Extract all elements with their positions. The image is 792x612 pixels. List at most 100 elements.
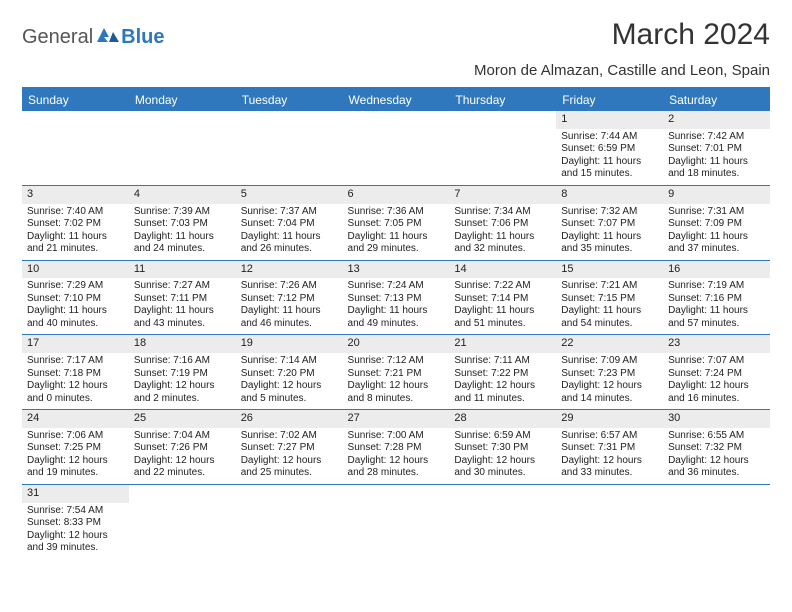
daylight-line: Daylight: 11 hours and 51 minutes. [454,305,551,330]
day-details: Sunrise: 7:21 AMSunset: 7:15 PMDaylight:… [556,278,663,334]
day-details: Sunrise: 7:54 AMSunset: 8:33 PMDaylight:… [22,503,129,559]
day-details: Sunrise: 7:29 AMSunset: 7:10 PMDaylight:… [22,278,129,334]
daylight-line: Daylight: 11 hours and 54 minutes. [561,305,658,330]
sunrise-line: Sunrise: 7:29 AM [27,280,124,293]
daylight-line: Daylight: 11 hours and 21 minutes. [27,231,124,256]
sunset-line: Sunset: 7:09 PM [668,218,765,231]
day-details: Sunrise: 7:00 AMSunset: 7:28 PMDaylight:… [343,428,450,484]
day-number: 22 [556,335,663,353]
day-details: Sunrise: 7:31 AMSunset: 7:09 PMDaylight:… [663,204,770,260]
day-details: Sunrise: 7:39 AMSunset: 7:03 PMDaylight:… [129,204,236,260]
daylight-line: Daylight: 11 hours and 29 minutes. [348,231,445,256]
day-details: Sunrise: 7:32 AMSunset: 7:07 PMDaylight:… [556,204,663,260]
subtitle-row: Moron de Almazan, Castille and Leon, Spa… [22,56,770,79]
sunrise-line: Sunrise: 7:37 AM [241,206,338,219]
day-details: Sunrise: 7:24 AMSunset: 7:13 PMDaylight:… [343,278,450,334]
calendar-day-cell: .... [343,484,450,558]
calendar-day-cell: .... [343,111,450,185]
day-number: 15 [556,261,663,279]
sunrise-line: Sunrise: 7:00 AM [348,430,445,443]
sunset-line: Sunset: 7:16 PM [668,293,765,306]
daylight-line: Daylight: 11 hours and 32 minutes. [454,231,551,256]
day-details: Sunrise: 7:27 AMSunset: 7:11 PMDaylight:… [129,278,236,334]
sunrise-line: Sunrise: 7:26 AM [241,280,338,293]
day-number: 28 [449,410,556,428]
day-details: Sunrise: 7:11 AMSunset: 7:22 PMDaylight:… [449,353,556,409]
day-number: 31 [22,485,129,503]
day-details: Sunrise: 7:37 AMSunset: 7:04 PMDaylight:… [236,204,343,260]
day-details: Sunrise: 7:34 AMSunset: 7:06 PMDaylight:… [449,204,556,260]
sunrise-line: Sunrise: 7:24 AM [348,280,445,293]
weekday-header: Sunday [22,88,129,111]
sunset-line: Sunset: 7:26 PM [134,442,231,455]
sunrise-line: Sunrise: 7:04 AM [134,430,231,443]
daylight-line: Daylight: 11 hours and 18 minutes. [668,156,765,181]
sunset-line: Sunset: 7:19 PM [134,368,231,381]
sunset-line: Sunset: 7:31 PM [561,442,658,455]
sunset-line: Sunset: 7:11 PM [134,293,231,306]
calendar-week-row: 24Sunrise: 7:06 AMSunset: 7:25 PMDayligh… [22,410,770,485]
calendar-page: General Blue March 2024 Moron de Almazan… [0,0,792,569]
calendar-day-cell: 1Sunrise: 7:44 AMSunset: 6:59 PMDaylight… [556,111,663,185]
day-number: 14 [449,261,556,279]
calendar-day-cell: 22Sunrise: 7:09 AMSunset: 7:23 PMDayligh… [556,335,663,410]
sunset-line: Sunset: 7:14 PM [454,293,551,306]
daylight-line: Daylight: 11 hours and 24 minutes. [134,231,231,256]
brand-flag-icon [97,28,119,49]
daylight-line: Daylight: 12 hours and 30 minutes. [454,455,551,480]
weekday-header: Saturday [663,88,770,111]
day-details: Sunrise: 7:22 AMSunset: 7:14 PMDaylight:… [449,278,556,334]
sunset-line: Sunset: 7:30 PM [454,442,551,455]
calendar-day-cell: 16Sunrise: 7:19 AMSunset: 7:16 PMDayligh… [663,260,770,335]
calendar-day-cell: 15Sunrise: 7:21 AMSunset: 7:15 PMDayligh… [556,260,663,335]
sunrise-line: Sunrise: 7:12 AM [348,355,445,368]
sunrise-line: Sunrise: 7:07 AM [668,355,765,368]
sunset-line: Sunset: 7:07 PM [561,218,658,231]
day-number: 21 [449,335,556,353]
daylight-line: Daylight: 11 hours and 43 minutes. [134,305,231,330]
location-subtitle: Moron de Almazan, Castille and Leon, Spa… [474,62,770,79]
day-details: Sunrise: 7:42 AMSunset: 7:01 PMDaylight:… [663,129,770,185]
sunset-line: Sunset: 6:59 PM [561,143,658,156]
day-number: 12 [236,261,343,279]
daylight-line: Daylight: 12 hours and 25 minutes. [241,455,338,480]
sunset-line: Sunset: 7:28 PM [348,442,445,455]
day-number: 5 [236,186,343,204]
calendar-day-cell: 20Sunrise: 7:12 AMSunset: 7:21 PMDayligh… [343,335,450,410]
sunset-line: Sunset: 7:23 PM [561,368,658,381]
day-number: 1 [556,111,663,129]
sunrise-line: Sunrise: 7:44 AM [561,131,658,144]
calendar-day-cell: .... [449,484,556,558]
calendar-day-cell: .... [449,111,556,185]
brand-word-blue: Blue [121,26,164,49]
sunrise-line: Sunrise: 7:39 AM [134,206,231,219]
sunset-line: Sunset: 7:18 PM [27,368,124,381]
day-number: 25 [129,410,236,428]
calendar-day-cell: 30Sunrise: 6:55 AMSunset: 7:32 PMDayligh… [663,410,770,485]
sunrise-line: Sunrise: 7:32 AM [561,206,658,219]
daylight-line: Daylight: 12 hours and 14 minutes. [561,380,658,405]
sunset-line: Sunset: 7:24 PM [668,368,765,381]
day-details: Sunrise: 7:09 AMSunset: 7:23 PMDaylight:… [556,353,663,409]
day-details: Sunrise: 7:14 AMSunset: 7:20 PMDaylight:… [236,353,343,409]
day-number: 3 [22,186,129,204]
title-block: March 2024 [612,18,770,52]
calendar-day-cell: 12Sunrise: 7:26 AMSunset: 7:12 PMDayligh… [236,260,343,335]
daylight-line: Daylight: 12 hours and 28 minutes. [348,455,445,480]
daylight-line: Daylight: 11 hours and 49 minutes. [348,305,445,330]
day-details: Sunrise: 7:36 AMSunset: 7:05 PMDaylight:… [343,204,450,260]
daylight-line: Daylight: 12 hours and 36 minutes. [668,455,765,480]
weekday-header: Tuesday [236,88,343,111]
calendar-day-cell: .... [22,111,129,185]
daylight-line: Daylight: 12 hours and 19 minutes. [27,455,124,480]
sunset-line: Sunset: 7:21 PM [348,368,445,381]
calendar-day-cell: .... [236,111,343,185]
calendar-day-cell: 17Sunrise: 7:17 AMSunset: 7:18 PMDayligh… [22,335,129,410]
sunrise-line: Sunrise: 7:02 AM [241,430,338,443]
sunset-line: Sunset: 7:22 PM [454,368,551,381]
sunrise-line: Sunrise: 7:09 AM [561,355,658,368]
day-number: 30 [663,410,770,428]
sunset-line: Sunset: 7:27 PM [241,442,338,455]
daylight-line: Daylight: 12 hours and 8 minutes. [348,380,445,405]
calendar-week-row: 31Sunrise: 7:54 AMSunset: 8:33 PMDayligh… [22,484,770,558]
